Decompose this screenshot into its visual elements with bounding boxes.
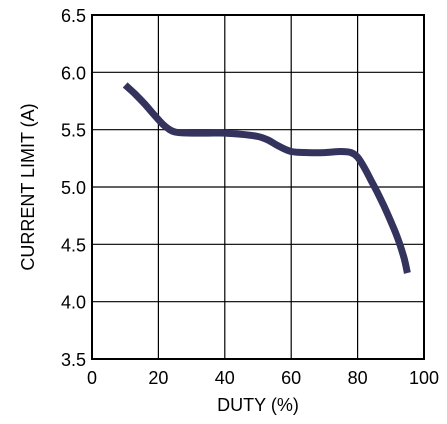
y-tick-label: 4.5	[61, 235, 86, 255]
x-tick-label: 100	[409, 368, 439, 388]
x-tick-label: 20	[148, 368, 168, 388]
x-tick-label: 80	[348, 368, 368, 388]
y-tick-label: 6.0	[61, 63, 86, 83]
y-tick-label: 6.5	[61, 6, 86, 26]
series-line	[122, 82, 411, 274]
y-tick-label: 4.0	[61, 293, 86, 313]
tick-labels: 0 20 40 60 80 100 3.5 4.0 4.5 5.0 5.5 6.0 6.5	[61, 6, 439, 388]
x-axis-title: DUTY (%)	[217, 395, 299, 415]
y-tick-label: 5.5	[61, 121, 86, 141]
data-series	[122, 82, 411, 274]
y-axis-title: CURRENT LIMIT (A)	[18, 103, 38, 270]
y-tick-label: 3.5	[61, 350, 86, 370]
x-tick-label: 60	[281, 368, 301, 388]
x-tick-label: 40	[215, 368, 235, 388]
grid-lines	[92, 15, 424, 359]
x-tick-label: 0	[87, 368, 97, 388]
plot-frame	[91, 14, 425, 360]
y-tick-label: 5.0	[61, 178, 86, 198]
